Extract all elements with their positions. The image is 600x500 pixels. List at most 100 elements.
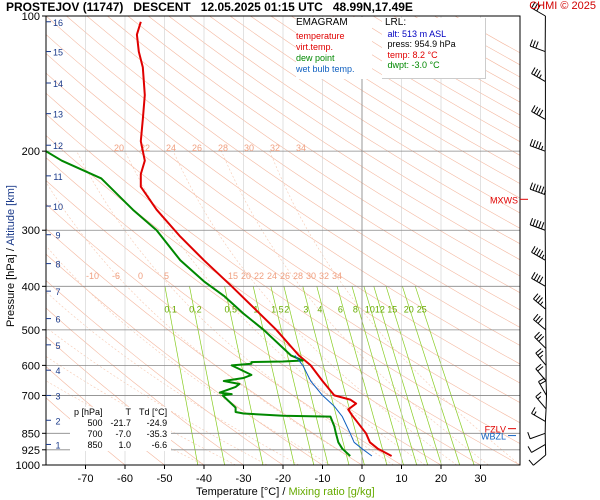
wind-barb-staff <box>529 432 546 440</box>
table-cell: 700 <box>87 429 103 439</box>
levels-table: p [hPa] T Td [°C] 500 -21.7 -24.9 700 -7… <box>70 407 172 451</box>
dry-adiabat <box>46 157 481 465</box>
wind-barb-feather <box>540 222 545 230</box>
km-label: 14 <box>53 79 63 89</box>
sounding-mode: DESCENT <box>133 0 191 14</box>
dry-adiabat-label: 24 <box>166 143 176 153</box>
wind-barb-feather <box>531 105 536 112</box>
mixing-ratio-line <box>270 286 315 465</box>
dry-adiabat <box>352 16 520 116</box>
wind-barb-staff <box>531 413 546 422</box>
legend-title: EMAGRAM <box>296 17 348 28</box>
legend: EMAGRAM temperature virt.temp. dew point… <box>296 17 372 79</box>
series-line-dew-point <box>46 150 351 457</box>
y-tick-label: 700 <box>22 390 40 402</box>
wind-barb-staff <box>529 145 546 152</box>
x-tick-label: -10 <box>315 473 331 485</box>
wind-barb-feather <box>535 391 542 398</box>
km-label: 10 <box>53 202 63 212</box>
wind-barb-feather <box>540 186 545 194</box>
wind-barb-staff <box>535 352 547 366</box>
wind-barb-feather <box>533 247 539 255</box>
mixing-ratio-label: 6 <box>338 304 343 314</box>
table-cell: 1.0 <box>118 440 132 450</box>
wind-barb-feather <box>537 366 544 372</box>
chart-header: PROSTEJOV (11747) DESCENT 12.05.2025 01:… <box>6 0 413 14</box>
table-cell: -6.6 <box>151 440 168 450</box>
dry-adiabat <box>250 16 520 184</box>
dry-adiabat <box>393 16 520 90</box>
km-label: 5 <box>55 341 60 351</box>
km-label: 2 <box>55 416 60 426</box>
mixing-ratio-line <box>402 286 461 465</box>
wind-barb-feather <box>536 275 541 282</box>
wind-barb-feather <box>529 138 534 146</box>
wind-barb-feather <box>529 39 534 47</box>
wind-barb-feather <box>529 182 534 190</box>
dry-adiabat <box>188 16 520 229</box>
dry-adiabat-label: 34 <box>296 143 306 153</box>
lrl-alt: alt: 513 m ASL <box>387 28 447 39</box>
wind-barb-feather <box>535 140 539 148</box>
legend-item-wet-bulb: wet bulb temp. <box>296 64 355 74</box>
km-label: 3 <box>55 391 60 401</box>
mixing-ratio-label: 0.5 <box>224 304 237 314</box>
dry-adiabat-label: 20 <box>114 143 124 153</box>
wind-barb-feather <box>528 459 534 466</box>
wind-barb-staff <box>535 368 547 382</box>
dry-adiabat <box>46 16 520 346</box>
wind-barb-staff <box>531 111 546 120</box>
table-row: 850 1.0 -6.6 <box>70 440 171 451</box>
wind-barb-feather <box>534 331 540 338</box>
legend-item-temperature: temperature <box>296 31 345 41</box>
wind-barb-feather <box>531 272 536 279</box>
y-tick-label: 600 <box>22 360 40 372</box>
wind-barb-staff <box>538 381 547 396</box>
x-tick-label: 10 <box>395 473 407 485</box>
mixing-ratio-label: 4 <box>317 304 322 314</box>
dry-adiabat <box>454 16 520 54</box>
x-axis-label: Temperature [°C] / Mixing ratio [g/kg] <box>196 486 375 498</box>
wind-barb-staff <box>535 396 547 410</box>
wind-barb-feather <box>531 67 536 74</box>
y-tick-label: 850 <box>22 428 40 440</box>
wind-barb-feather <box>535 184 539 192</box>
copyright: CHMI © 2025 <box>529 0 596 12</box>
dry-adiabat-label: 26 <box>280 271 290 281</box>
wind-barb-feather <box>535 295 541 302</box>
wind-barb-feather <box>532 183 536 191</box>
dry-adiabat <box>209 16 520 214</box>
wind-barb-feather <box>535 315 541 322</box>
x-axis-label-mixing: Mixing ratio [g/kg] <box>288 486 375 498</box>
wind-barb-staff <box>531 444 546 453</box>
x-tick-label: 0 <box>359 473 365 485</box>
wind-barb-half-feather <box>537 395 542 400</box>
wind-barb-feather <box>536 333 542 340</box>
dry-adiabat <box>270 16 520 170</box>
wind-barb-feather <box>538 142 542 149</box>
moist-adiabat <box>76 151 394 465</box>
x-tick-label: -50 <box>157 473 173 485</box>
lrl-dwpt: dwpt: -3.0 °C <box>387 60 440 70</box>
dry-adiabat <box>66 16 520 328</box>
dry-adiabat <box>311 16 520 143</box>
wind-barb-feather <box>529 218 534 225</box>
mixing-ratio-line <box>283 286 329 465</box>
x-tick-label: -70 <box>78 473 94 485</box>
wind-profile-line <box>544 408 547 422</box>
dry-adiabat-label: 32 <box>319 271 329 281</box>
station-coords: 48.99N,17.49E <box>332 0 413 14</box>
km-label: 1 <box>55 440 60 450</box>
dry-adiabat <box>229 16 520 199</box>
x-tick-label: -20 <box>275 473 291 485</box>
wind-barb-staff <box>533 298 547 310</box>
dry-adiabat <box>46 34 520 365</box>
dry-adiabat-label: 22 <box>140 143 150 153</box>
wind-barb-feather <box>538 109 544 117</box>
dry-adiabat-label: 30 <box>244 143 254 153</box>
table-cell: 500 <box>87 418 103 428</box>
table-cell: -24.9 <box>146 418 168 428</box>
wind-barb-feather <box>538 276 544 284</box>
y-tick-label: 925 <box>22 445 40 457</box>
wind-barb-half-feather <box>538 74 542 79</box>
